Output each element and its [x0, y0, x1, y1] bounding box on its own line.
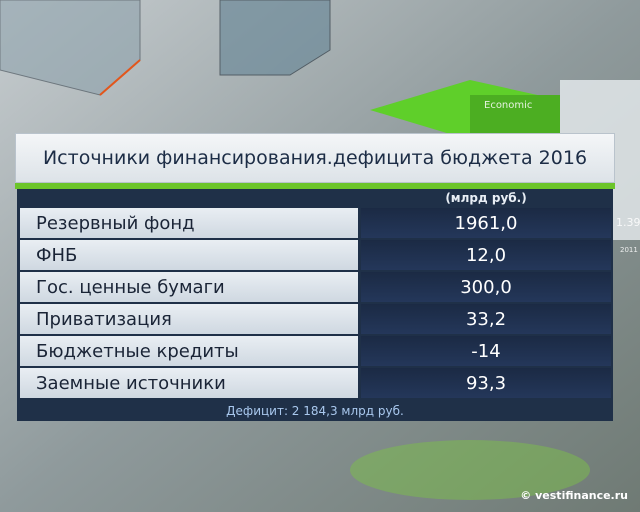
- row-value: 93,3: [361, 368, 611, 398]
- table-row: Приватизация 33,2: [17, 304, 613, 334]
- table-footer: Дефицит: 2 184,3 млрд руб.: [226, 404, 404, 418]
- row-value: 12,0: [361, 240, 611, 270]
- accent-bar: [15, 183, 615, 189]
- background-text: Economic: [484, 100, 533, 111]
- background-text: 2011: [620, 246, 638, 254]
- table: (млрд руб.) Дефицит: 2 184,3 млрд руб. Р…: [17, 189, 613, 421]
- table-row: Резервный фонд 1961,0: [17, 208, 613, 238]
- table-title: Источники финансирования.дефицита бюджет…: [15, 133, 615, 183]
- row-value: 33,2: [361, 304, 611, 334]
- row-value: 300,0: [361, 272, 611, 302]
- table-row: Гос. ценные бумаги 300,0: [17, 272, 613, 302]
- row-value: -14: [361, 336, 611, 366]
- table-row: Заемные источники 93,3: [17, 368, 613, 398]
- row-label: Заемные источники: [20, 368, 358, 398]
- row-label: Приватизация: [20, 304, 358, 334]
- unit-header: (млрд руб.): [445, 191, 527, 205]
- row-label: Резервный фонд: [20, 208, 358, 238]
- table-row: Бюджетные кредиты -14: [17, 336, 613, 366]
- table-row: ФНБ 12,0: [17, 240, 613, 270]
- row-label: Гос. ценные бумаги: [20, 272, 358, 302]
- background-text: 1.39: [616, 216, 640, 229]
- row-label: Бюджетные кредиты: [20, 336, 358, 366]
- row-label: ФНБ: [20, 240, 358, 270]
- watermark: © vestifinance.ru: [520, 489, 628, 502]
- row-value: 1961,0: [361, 208, 611, 238]
